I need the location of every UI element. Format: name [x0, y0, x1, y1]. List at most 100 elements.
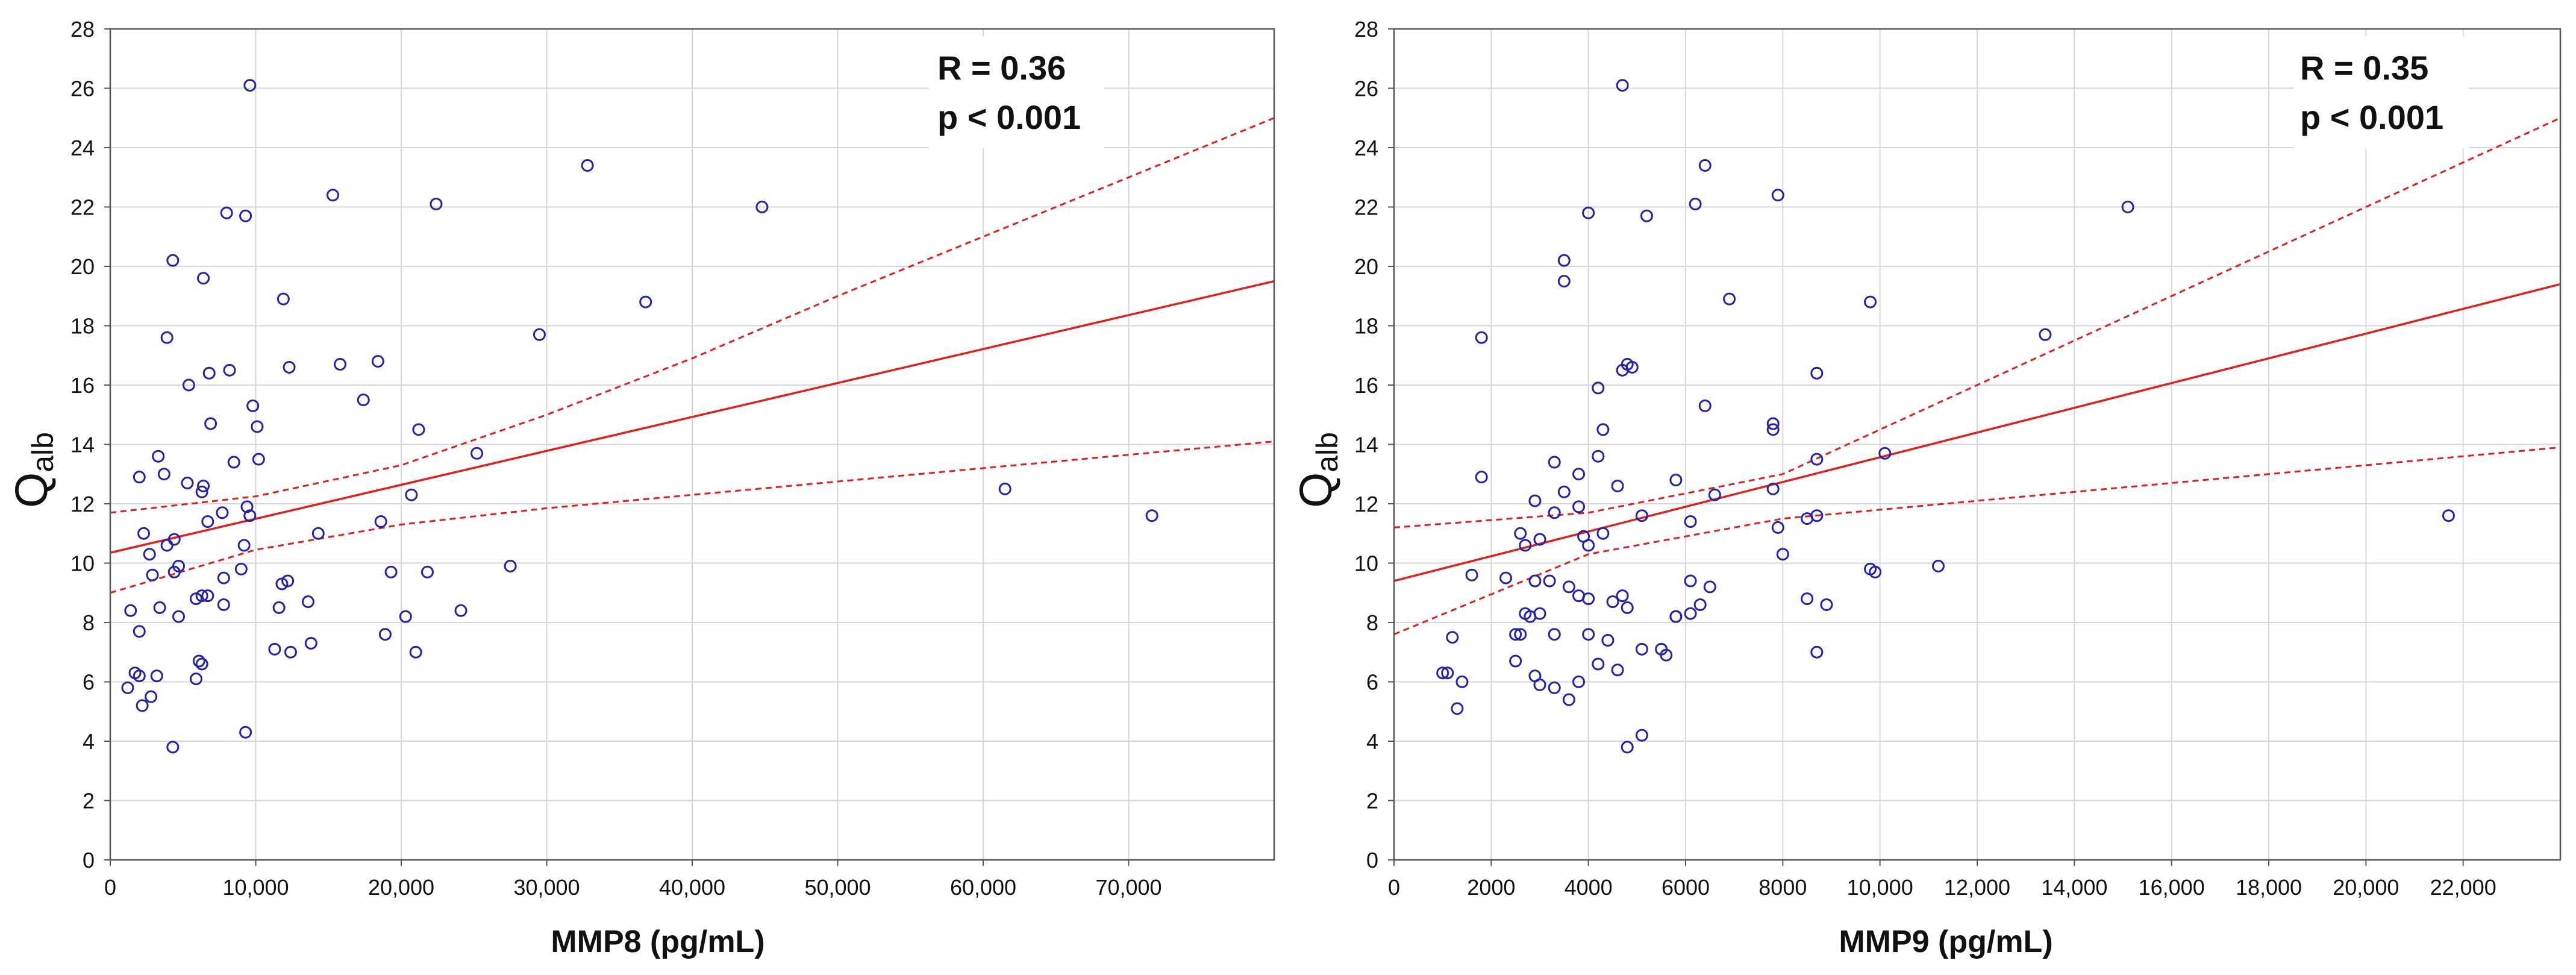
data-point: [1582, 539, 1595, 552]
data-point: [1635, 642, 1648, 656]
data-point: [145, 690, 158, 703]
y-tick-label: 22: [70, 195, 95, 220]
y-tick-label: 22: [1354, 195, 1378, 220]
data-points: [121, 79, 1158, 754]
data-point: [1606, 595, 1619, 609]
data-point: [1601, 634, 1615, 647]
data-point: [1864, 295, 1877, 309]
x-tick-labels: 0 2000 4000 6000 8000 10,000 12,000 14,000 16,00…: [1388, 860, 2496, 900]
data-point: [1776, 548, 1789, 561]
x-tick-label: 8000: [1758, 875, 1807, 900]
data-point: [1499, 571, 1513, 585]
data-point: [136, 699, 149, 712]
data-point: [1684, 515, 1697, 528]
data-point: [357, 393, 370, 407]
data-point: [182, 378, 195, 392]
data-point: [283, 360, 296, 374]
data-point: [1931, 559, 1945, 572]
data-point: [1582, 628, 1595, 641]
x-tick-label: 60,000: [950, 875, 1016, 900]
data-point: [1689, 198, 1702, 211]
y-tick-label: 6: [83, 670, 95, 695]
data-point: [133, 669, 146, 683]
data-point: [533, 328, 546, 341]
y-tick-label: 2: [1366, 789, 1378, 814]
data-point: [1801, 592, 1814, 606]
data-point: [1557, 254, 1571, 267]
data-point: [217, 598, 230, 611]
data-point: [420, 565, 434, 578]
data-point: [1509, 654, 1522, 668]
data-point: [2121, 201, 2134, 213]
data-point: [1810, 645, 1824, 659]
y-axis-label-sub: alb: [1310, 432, 1344, 472]
data-point: [1475, 471, 1488, 484]
y-tick-label: 6: [1366, 670, 1378, 695]
stats-p: p < 0.001: [937, 98, 1081, 136]
data-point: [1621, 741, 1634, 754]
data-point: [2039, 328, 2052, 341]
x-tick-label: 20,000: [2333, 875, 2399, 900]
data-point: [1869, 565, 1882, 578]
data-point: [374, 515, 387, 528]
regression-line: [110, 280, 1275, 554]
data-point: [1533, 678, 1546, 691]
x-tick-label: 6000: [1662, 875, 1710, 900]
data-point: [153, 601, 166, 614]
data-point: [1557, 485, 1571, 498]
data-point: [243, 79, 257, 92]
x-tick-label: 2000: [1467, 875, 1515, 900]
x-tick-label: 20,000: [368, 875, 434, 900]
data-point: [197, 479, 210, 492]
stats-box-bg: [2294, 36, 2469, 148]
data-point: [326, 189, 339, 202]
stats-r: R = 0.35: [2300, 49, 2428, 87]
y-tick-label: 10: [70, 551, 95, 576]
data-point: [1698, 159, 1712, 172]
data-point: [146, 568, 159, 582]
data-point: [237, 539, 251, 552]
data-point: [1514, 628, 1527, 641]
y-tick-label: 4: [1366, 729, 1378, 754]
x-tick-label: 16,000: [2139, 875, 2205, 900]
grid-lines: [110, 28, 1274, 861]
y-axis-label-sub: alb: [26, 432, 60, 472]
data-point: [246, 399, 260, 412]
data-point: [1592, 381, 1605, 395]
data-point: [152, 450, 165, 463]
data-point: [2442, 509, 2455, 522]
data-point: [1625, 360, 1639, 374]
data-point: [1801, 512, 1814, 525]
data-point: [275, 577, 289, 591]
data-point: [121, 681, 134, 694]
data-point: [1514, 527, 1527, 540]
data-point: [252, 453, 265, 466]
data-point: [1572, 676, 1586, 688]
data-point: [1616, 589, 1629, 603]
x-tick-label: 40,000: [659, 875, 725, 900]
data-point: [160, 539, 174, 552]
x-tick-label: 4000: [1565, 875, 1613, 900]
confidence-bands: [1393, 117, 2561, 636]
data-point: [1436, 666, 1449, 680]
y-tick-label: 8: [83, 610, 95, 635]
y-tick-label: 18: [70, 314, 95, 339]
y-tick-label: 12: [70, 492, 95, 516]
data-point: [334, 358, 347, 371]
data-point: [167, 565, 181, 578]
data-point: [133, 471, 146, 484]
y-tick-label: 26: [1354, 77, 1378, 101]
y-tick-label: 16: [1354, 373, 1378, 398]
y-tick-label: 8: [1366, 610, 1378, 635]
data-point: [1592, 657, 1605, 671]
stats-r: R = 0.36: [937, 49, 1066, 87]
data-point: [1820, 598, 1833, 611]
data-point: [1548, 456, 1561, 469]
data-point: [412, 423, 425, 436]
data-point: [157, 468, 170, 481]
data-point: [1669, 474, 1683, 487]
x-tick-labels: 0 10,000 20,000 30,000 40,000 50,000 60,000 70,…: [104, 860, 1162, 900]
data-point: [1145, 509, 1158, 522]
